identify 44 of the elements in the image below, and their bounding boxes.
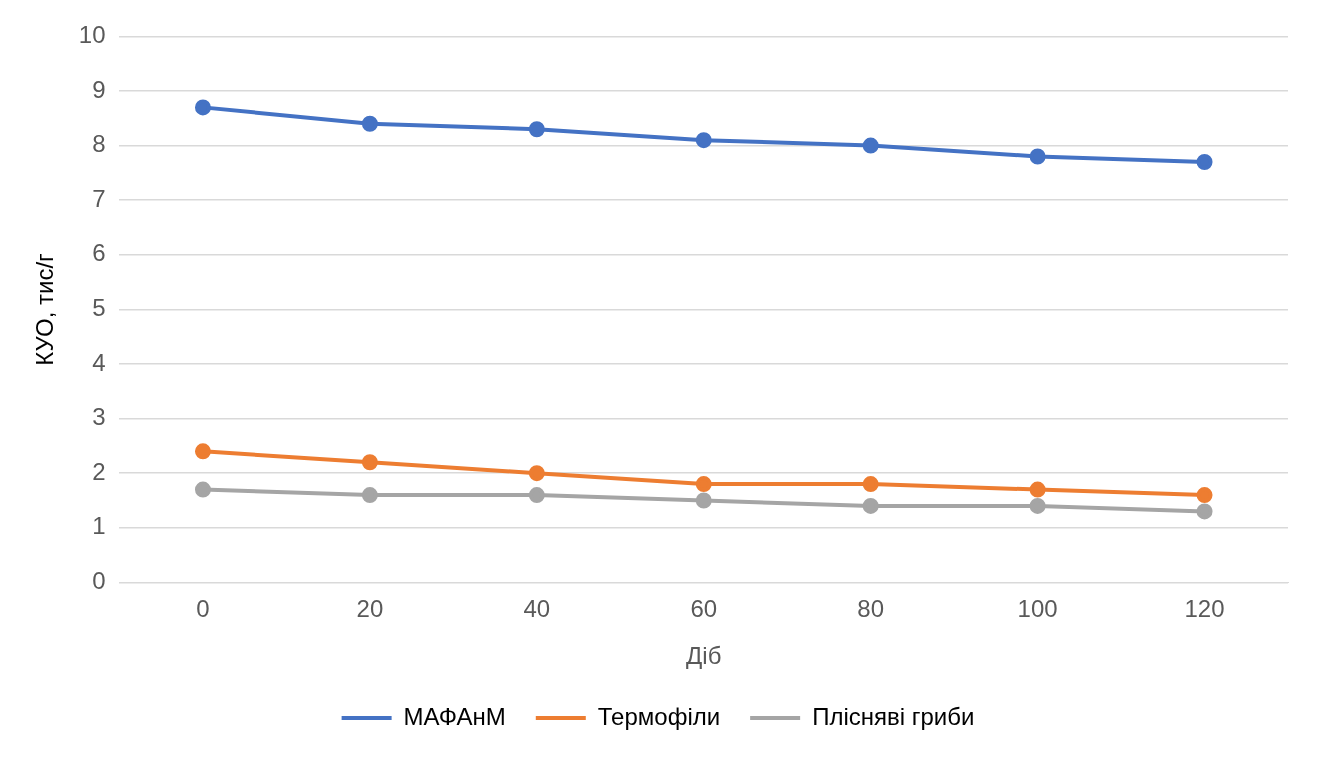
point (1029, 148, 1046, 165)
point (695, 132, 712, 149)
point (862, 476, 879, 493)
point (1029, 481, 1046, 498)
y-tick-label: 6 (92, 239, 106, 267)
x-axis-title: Діб (686, 642, 722, 670)
legend-label: МАФАнМ (403, 702, 506, 730)
x-tick-label: 20 (356, 595, 384, 623)
y-tick-label: 1 (92, 512, 106, 540)
y-tick-label: 2 (92, 457, 106, 485)
x-tick-label: 40 (523, 595, 551, 623)
x-tick-label: 80 (857, 595, 885, 623)
x-tick-label: 0 (196, 595, 210, 623)
y-axis-title: КУО, тис/г (31, 252, 59, 366)
point (1196, 153, 1213, 170)
point (695, 476, 712, 493)
x-tick-label: 60 (690, 595, 718, 623)
point (862, 137, 879, 154)
y-tick-label: 10 (78, 21, 106, 49)
point (528, 487, 545, 504)
y-tick-label: 8 (92, 130, 106, 158)
point (1196, 503, 1213, 520)
point (862, 497, 879, 514)
point (361, 454, 378, 471)
point (695, 492, 712, 509)
point (528, 121, 545, 138)
legend-label: Плісняві гриби (812, 702, 975, 730)
x-tick-label: 100 (1017, 595, 1058, 623)
legend-label: Термофіли (597, 702, 721, 730)
y-tick-label: 0 (92, 567, 106, 595)
point (194, 443, 211, 460)
point (194, 481, 211, 498)
y-tick-label: 9 (92, 75, 106, 103)
y-tick-label: 4 (92, 348, 106, 376)
y-tick-label: 3 (92, 403, 106, 431)
y-tick-label: 5 (92, 294, 106, 322)
point (361, 115, 378, 132)
point (194, 99, 211, 116)
point (1196, 487, 1213, 504)
y-tick-label: 7 (92, 184, 106, 212)
point (528, 465, 545, 482)
point (361, 487, 378, 504)
point (1029, 497, 1046, 514)
x-tick-label: 120 (1184, 595, 1225, 623)
